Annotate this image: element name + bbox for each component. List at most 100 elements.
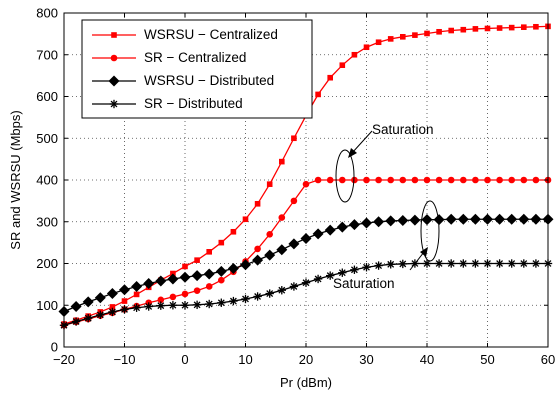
data-point	[532, 176, 540, 184]
x-tick-label: −20	[53, 352, 75, 367]
y-tick-label: 200	[36, 256, 58, 271]
data-point	[227, 263, 239, 275]
data-point	[132, 303, 141, 312]
data-point	[519, 259, 528, 268]
data-point	[119, 284, 130, 296]
data-point	[460, 26, 467, 33]
data-point	[108, 307, 117, 317]
data-point	[242, 216, 249, 223]
saturation-arrow-centralized	[351, 130, 373, 154]
data-point	[387, 36, 394, 42]
legend-box	[81, 19, 313, 119]
data-point	[266, 181, 273, 187]
x-tick-label: 20	[299, 352, 313, 367]
saturation-arrowhead-distributed	[420, 247, 428, 257]
data-point	[411, 176, 419, 184]
data-point	[472, 176, 479, 184]
x-tick-label: 40	[420, 352, 434, 367]
y-axis-title: SR and WSRSU (Mbps)	[8, 110, 23, 249]
data-point	[191, 270, 203, 282]
data-point	[254, 200, 261, 207]
data-point	[424, 30, 430, 37]
data-point	[205, 299, 214, 309]
series-4	[59, 259, 553, 330]
data-point	[412, 32, 418, 38]
data-point	[471, 259, 480, 268]
saturation-ellipse-distributed	[420, 200, 440, 262]
saturation-label-distributed: Saturation	[333, 276, 395, 291]
data-point	[457, 213, 469, 225]
y-tick-label: 600	[36, 89, 58, 104]
data-point	[520, 176, 528, 184]
data-point	[386, 260, 395, 269]
y-tick-label: 400	[36, 173, 58, 188]
data-point	[241, 294, 250, 304]
data-point	[96, 310, 105, 320]
data-point	[350, 265, 359, 274]
legend-label-sr-distributed: SR − Distributed	[144, 96, 243, 111]
axis-ticks: −20 −10 0 10 20 30 40 50 60010020030040050060070…	[36, 6, 555, 368]
saturation-ellipse-centralized	[335, 149, 355, 203]
data-point	[385, 215, 397, 227]
data-point	[121, 298, 128, 304]
data-point	[313, 274, 323, 284]
data-point	[157, 296, 165, 304]
data-point	[435, 176, 443, 184]
x-tick-label: −10	[113, 352, 135, 367]
data-point	[507, 259, 516, 268]
data-point	[143, 278, 155, 290]
saturation-label-centralized: Saturation	[372, 122, 434, 137]
data-point	[484, 176, 491, 184]
data-point	[482, 213, 493, 225]
data-point	[375, 39, 382, 46]
data-point	[447, 176, 455, 184]
data-point	[508, 24, 515, 31]
y-tick-label: 800	[36, 6, 58, 21]
x-tick-label: 50	[480, 352, 494, 367]
data-point	[531, 259, 541, 268]
data-point	[218, 276, 225, 284]
data-point	[193, 287, 201, 294]
data-point	[521, 24, 527, 30]
data-point	[496, 176, 503, 184]
data-point	[421, 214, 433, 226]
legend-marker	[110, 54, 118, 62]
data-point	[168, 301, 178, 310]
data-point	[362, 263, 371, 272]
data-point	[363, 176, 370, 184]
data-point	[447, 259, 456, 268]
data-point	[192, 300, 202, 310]
x-tick-label: 10	[238, 352, 252, 367]
data-point	[422, 259, 432, 268]
legend-label-wsrsu-centralized: WSRSU − Centralized	[144, 27, 278, 42]
data-point	[472, 26, 479, 32]
data-point	[230, 228, 237, 235]
data-point	[400, 33, 406, 40]
data-point	[182, 263, 188, 270]
legend-marker	[108, 75, 120, 87]
data-point	[326, 271, 335, 280]
data-point	[70, 301, 82, 313]
data-point	[203, 268, 215, 280]
y-tick-label: 0	[51, 340, 58, 355]
data-point	[265, 289, 274, 298]
data-point	[448, 27, 454, 34]
data-point	[423, 176, 431, 184]
data-point	[155, 275, 167, 287]
data-point	[120, 305, 129, 314]
data-point	[459, 259, 468, 268]
data-point	[469, 213, 481, 225]
data-point	[264, 249, 276, 261]
data-point	[508, 176, 515, 184]
data-point	[339, 62, 346, 68]
x-tick-label: 30	[359, 352, 373, 367]
data-point	[518, 213, 530, 225]
data-point	[181, 290, 189, 298]
data-point	[133, 291, 140, 298]
series-2	[60, 176, 552, 329]
legend: WSRSU − Centralized SR − Centralized WSR…	[81, 19, 313, 119]
data-point	[253, 292, 262, 301]
data-point	[374, 261, 383, 270]
data-point	[495, 259, 504, 268]
data-point	[533, 23, 539, 30]
